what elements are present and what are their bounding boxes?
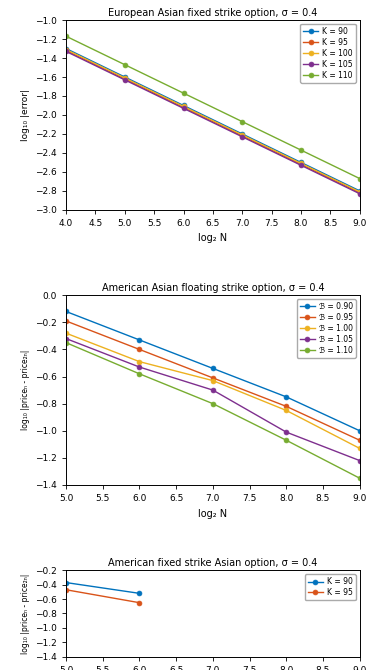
ℬ = 0.90: [137, 336, 142, 344]
K = 100: [357, 188, 362, 196]
K = 100: [123, 74, 127, 82]
K = 105: [64, 48, 68, 56]
K = 95: [357, 189, 362, 197]
Title: American fixed strike Asian option, σ = 0.4: American fixed strike Asian option, σ = …: [108, 558, 317, 568]
K = 110: [240, 118, 244, 126]
Y-axis label: log₁₀ |priceₙ - price₂ₙ|: log₁₀ |priceₙ - price₂ₙ|: [21, 350, 30, 430]
K = 90: [137, 590, 142, 598]
ℬ = 0.95: [137, 346, 142, 354]
K = 90: [299, 158, 303, 166]
ℬ = 0.90: [357, 427, 362, 435]
K = 105: [123, 76, 127, 84]
K = 90: [123, 73, 127, 81]
K = 95: [123, 75, 127, 83]
Line: ℬ = 1.00: ℬ = 1.00: [63, 331, 362, 451]
K = 95: [64, 46, 68, 54]
Legend: K = 90, K = 95, K = 100, K = 105, K = 110: K = 90, K = 95, K = 100, K = 105, K = 11…: [300, 24, 356, 82]
Line: K = 110: K = 110: [63, 34, 362, 181]
K = 110: [123, 61, 127, 69]
Line: K = 95: K = 95: [63, 588, 142, 605]
Line: K = 105: K = 105: [63, 49, 362, 196]
ℬ = 1.05: [64, 334, 68, 342]
ℬ = 0.90: [284, 393, 288, 401]
Line: K = 90: K = 90: [63, 46, 362, 194]
Line: K = 100: K = 100: [63, 47, 362, 194]
K = 95: [240, 132, 244, 140]
Y-axis label: log₁₀ |error|: log₁₀ |error|: [21, 89, 30, 141]
ℬ = 1.00: [211, 377, 215, 385]
K = 90: [64, 579, 68, 587]
ℬ = 1.10: [284, 436, 288, 444]
ℬ = 0.90: [64, 308, 68, 316]
K = 110: [299, 146, 303, 154]
Title: European Asian fixed strike option, σ = 0.4: European Asian fixed strike option, σ = …: [108, 8, 317, 18]
K = 90: [240, 130, 244, 138]
K = 110: [357, 174, 362, 182]
X-axis label: log₂ N: log₂ N: [198, 509, 228, 519]
X-axis label: log₂ N: log₂ N: [198, 233, 228, 243]
ℬ = 0.95: [284, 403, 288, 411]
K = 95: [137, 599, 142, 607]
K = 105: [357, 190, 362, 198]
K = 100: [240, 131, 244, 139]
Y-axis label: log₁₀ |priceₙ - price₂ₙ|: log₁₀ |priceₙ - price₂ₙ|: [21, 574, 30, 654]
K = 105: [240, 133, 244, 141]
Line: ℬ = 0.90: ℬ = 0.90: [63, 309, 362, 433]
Line: ℬ = 0.95: ℬ = 0.95: [63, 318, 362, 443]
ℬ = 1.10: [357, 474, 362, 482]
ℬ = 0.90: [211, 364, 215, 373]
K = 100: [299, 159, 303, 168]
ℬ = 1.10: [137, 370, 142, 378]
K = 90: [64, 44, 68, 52]
ℬ = 1.05: [284, 428, 288, 436]
K = 95: [299, 160, 303, 168]
ℬ = 0.95: [357, 436, 362, 444]
Line: ℬ = 1.05: ℬ = 1.05: [63, 336, 362, 463]
Legend: ℬ = 0.90, ℬ = 0.95, ℬ = 1.00, ℬ = 1.05, ℬ = 1.10: ℬ = 0.90, ℬ = 0.95, ℬ = 1.00, ℬ = 1.05, …: [297, 299, 356, 358]
ℬ = 1.10: [211, 399, 215, 407]
Legend: K = 90, K = 95: K = 90, K = 95: [305, 574, 356, 600]
K = 110: [181, 89, 186, 97]
K = 90: [357, 187, 362, 195]
K = 105: [299, 161, 303, 170]
Line: ℬ = 1.10: ℬ = 1.10: [63, 340, 362, 480]
Line: K = 95: K = 95: [63, 48, 362, 195]
Line: K = 90: K = 90: [63, 580, 142, 596]
Title: American Asian floating strike option, σ = 0.4: American Asian floating strike option, σ…: [102, 283, 324, 293]
K = 100: [64, 46, 68, 54]
ℬ = 1.00: [284, 407, 288, 415]
K = 105: [181, 105, 186, 113]
K = 110: [64, 32, 68, 40]
ℬ = 1.05: [211, 386, 215, 394]
K = 100: [181, 103, 186, 111]
ℬ = 0.95: [211, 374, 215, 382]
ℬ = 1.05: [357, 456, 362, 464]
ℬ = 1.10: [64, 338, 68, 346]
ℬ = 1.00: [64, 329, 68, 337]
K = 90: [181, 101, 186, 109]
ℬ = 1.00: [357, 444, 362, 452]
ℬ = 1.00: [137, 358, 142, 366]
K = 95: [181, 103, 186, 111]
ℬ = 1.05: [137, 363, 142, 371]
ℬ = 0.95: [64, 317, 68, 325]
K = 95: [64, 586, 68, 594]
